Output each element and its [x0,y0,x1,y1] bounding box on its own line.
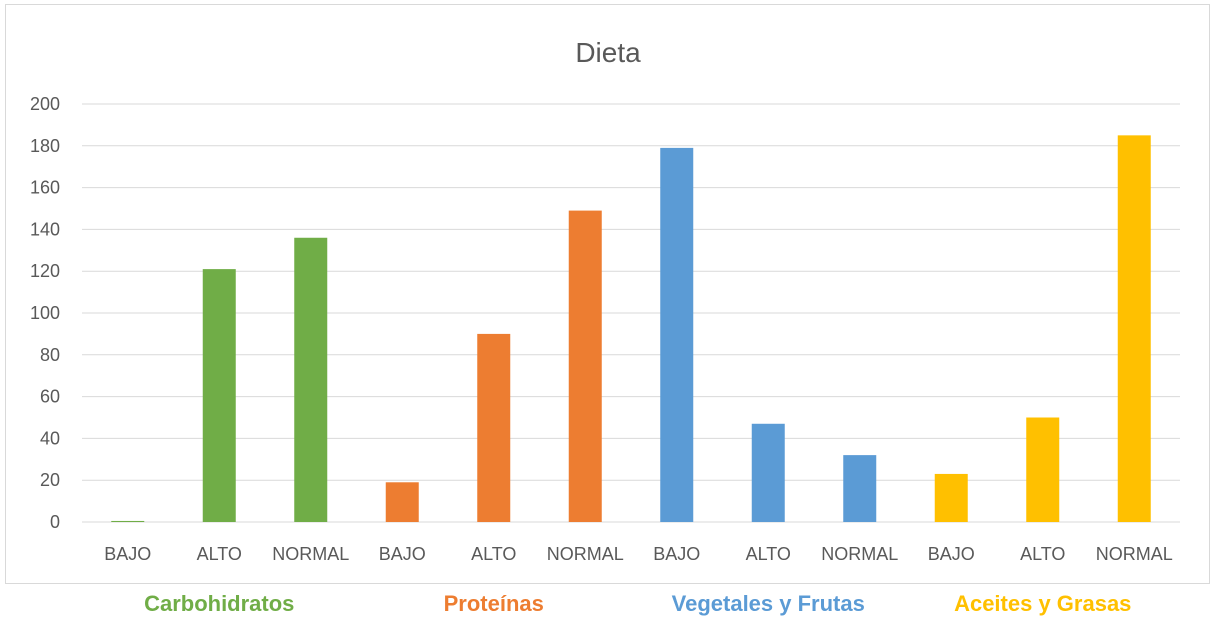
x-tick-label: ALTO [746,544,791,564]
x-tick-label: NORMAL [1096,544,1173,564]
x-tick-label: ALTO [1020,544,1065,564]
bar [1117,135,1151,522]
x-tick-label: NORMAL [821,544,898,564]
group-label-vegetales-y-frutas: Vegetales y Frutas [671,591,865,616]
bar [751,423,785,522]
y-tick-label: 140 [30,219,60,239]
bar [202,269,236,522]
bar [294,237,328,522]
bar [843,455,877,522]
bar [385,482,419,522]
x-tick-label: ALTO [197,544,242,564]
y-tick-label: 60 [40,387,60,407]
bar [934,473,968,522]
bar [660,147,694,522]
y-tick-label: 80 [40,345,60,365]
y-tick-label: 120 [30,261,60,281]
x-tick-label: NORMAL [547,544,624,564]
y-tick-label: 0 [50,512,60,532]
x-tick-label: NORMAL [272,544,349,564]
x-tick-label: BAJO [653,544,700,564]
x-tick-label: ALTO [471,544,516,564]
bar [477,333,511,522]
y-tick-label: 160 [30,178,60,198]
group-label-carbohidratos: Carbohidratos [144,591,295,616]
group-label-proteinas: Proteínas [443,591,544,616]
y-tick-label: 100 [30,303,60,323]
x-tick-label: BAJO [379,544,426,564]
chart-title: Dieta [575,37,641,68]
y-tick-label: 180 [30,136,60,156]
bar [1026,417,1060,522]
y-tick-label: 20 [40,470,60,490]
x-tick-label: BAJO [928,544,975,564]
y-tick-label: 40 [40,428,60,448]
bar [111,520,145,522]
y-tick-label: 200 [30,94,60,114]
x-tick-label: BAJO [104,544,151,564]
group-label-aceites-y-grasas: Aceites y Grasas [954,591,1132,616]
bar [568,210,602,522]
